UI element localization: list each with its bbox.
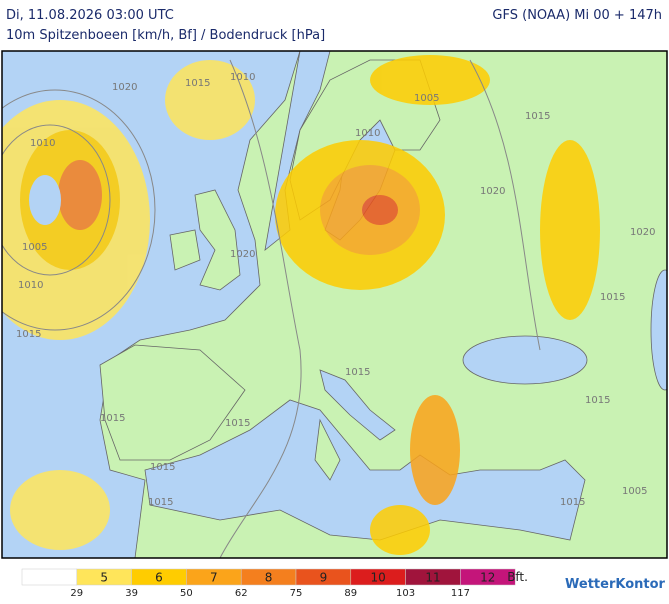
legend-kmh-label: 62 xyxy=(235,588,248,599)
legend-kmh-label: 103 xyxy=(396,588,415,599)
legend-unit: Bft. xyxy=(507,570,528,584)
isobar-label: 1015 xyxy=(225,418,250,429)
legend-kmh-label: 29 xyxy=(70,588,83,599)
isobar-label: 1015 xyxy=(16,329,41,340)
isobar-label: 1020 xyxy=(480,186,505,197)
isobars xyxy=(2,59,541,558)
legend-bft-label: 8 xyxy=(265,571,273,585)
legend-bft-label: 9 xyxy=(320,571,328,585)
legend-bft-label: 6 xyxy=(155,571,163,585)
logo: WetterKontor xyxy=(565,577,666,592)
legend-swatch xyxy=(460,568,516,586)
legend-kmh-label: 75 xyxy=(290,588,303,599)
legend-swatch xyxy=(21,568,78,586)
isobar-label: 1015 xyxy=(148,497,173,508)
isobar-label: 1015 xyxy=(185,78,210,89)
wind-gust-field xyxy=(2,55,600,555)
isobar-label: 1015 xyxy=(585,395,610,406)
header-datetime: Di, 11.08.2026 03:00 UTC xyxy=(6,8,174,23)
isobar-label: 1005 xyxy=(622,486,647,497)
isobar-label: 1015 xyxy=(600,292,625,303)
isobar-label: 1020 xyxy=(112,82,137,93)
legend-kmh-label: 39 xyxy=(125,588,138,599)
isobar-label: 1010 xyxy=(30,138,55,149)
isobar-label: 1015 xyxy=(560,497,585,508)
legend-bft-label: 12 xyxy=(480,571,495,585)
isobar-label: 1010 xyxy=(18,280,43,291)
legend-bft-label: 7 xyxy=(210,571,218,585)
map: 1010 1020 1015 1010 1005 1010 1015 1020 1020 1010… xyxy=(2,51,667,558)
legend-bft-label: 5 xyxy=(100,571,108,585)
isobar-label: 1010 xyxy=(230,72,255,83)
map-frame xyxy=(1,50,668,559)
header-title: 10m Spitzenboeen [km/h, Bf] / Bodendruck… xyxy=(6,28,325,43)
isobar-label: 1015 xyxy=(345,367,370,378)
legend-kmh-label: 117 xyxy=(451,588,470,599)
isobar-label: 1020 xyxy=(630,227,655,238)
isobar-label: 1015 xyxy=(525,111,550,122)
header-model: GFS (NOAA) Mi 00 + 147h xyxy=(492,8,662,23)
legend-kmh-label: 89 xyxy=(344,588,357,599)
isobar-label: 1015 xyxy=(150,462,175,473)
isobar-label: 1005 xyxy=(414,93,439,104)
legend-kmh-label: 50 xyxy=(180,588,193,599)
isobar-label: 1010 xyxy=(355,128,380,139)
legend-bft-label: 11 xyxy=(425,571,440,585)
legend-bft-label: 10 xyxy=(371,571,386,585)
isobar-label: 1020 xyxy=(230,249,255,260)
isobar-label: 1005 xyxy=(22,242,47,253)
isobar-label: 1015 xyxy=(100,413,125,424)
